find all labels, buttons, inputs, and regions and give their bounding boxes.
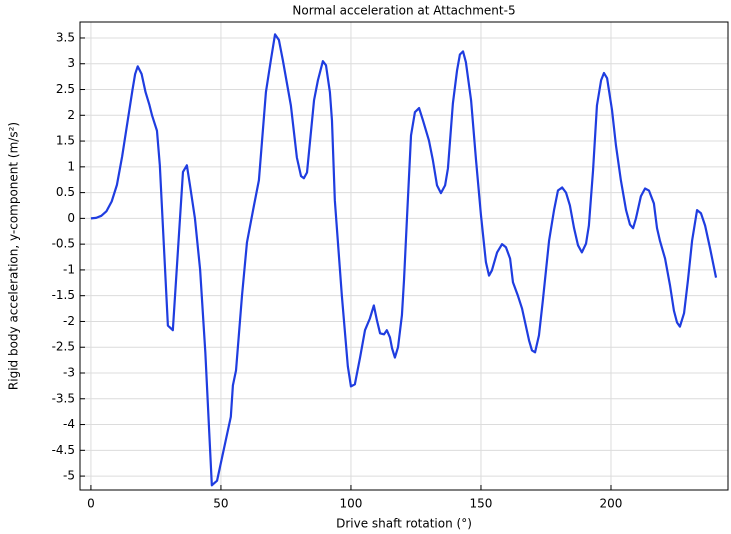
chart-title: Normal acceleration at Attachment-5 bbox=[292, 4, 515, 18]
y-tick-label: -1.5 bbox=[52, 288, 75, 302]
y-tick-label: -2.5 bbox=[52, 340, 75, 354]
y-tick-label: -0.5 bbox=[52, 237, 75, 251]
y-tick-label: -3 bbox=[63, 366, 75, 380]
y-tick-label: -4 bbox=[63, 417, 75, 431]
x-tick-label: 200 bbox=[600, 497, 623, 511]
y-tick-label: -2 bbox=[63, 314, 75, 328]
y-tick-label: 0 bbox=[67, 211, 75, 225]
y-tick-label: 3 bbox=[67, 56, 75, 70]
x-tick-label: 0 bbox=[87, 497, 95, 511]
y-tick-label: 1 bbox=[67, 159, 75, 173]
x-tick-label: 150 bbox=[470, 497, 493, 511]
y-tick-label: 2.5 bbox=[56, 82, 75, 96]
y-tick-label: 0.5 bbox=[56, 185, 75, 199]
y-tick-label: -5 bbox=[63, 469, 75, 483]
x-tick-label: 100 bbox=[340, 497, 363, 511]
y-tick-label: -4.5 bbox=[52, 443, 75, 457]
y-tick-label: 1.5 bbox=[56, 134, 75, 148]
x-axis-label: Drive shaft rotation (°) bbox=[336, 517, 472, 531]
data-line bbox=[90, 33, 718, 487]
plot-frame bbox=[79, 21, 729, 491]
x-tick-label: 50 bbox=[213, 497, 228, 511]
y-tick-label: 3.5 bbox=[56, 30, 75, 44]
y-tick-label: -1 bbox=[63, 262, 75, 276]
y-axis-label: Rigid body acceleration, y-component (m/… bbox=[7, 122, 21, 390]
y-tick-label: -3.5 bbox=[52, 391, 75, 405]
y-tick-label: 2 bbox=[67, 108, 75, 122]
